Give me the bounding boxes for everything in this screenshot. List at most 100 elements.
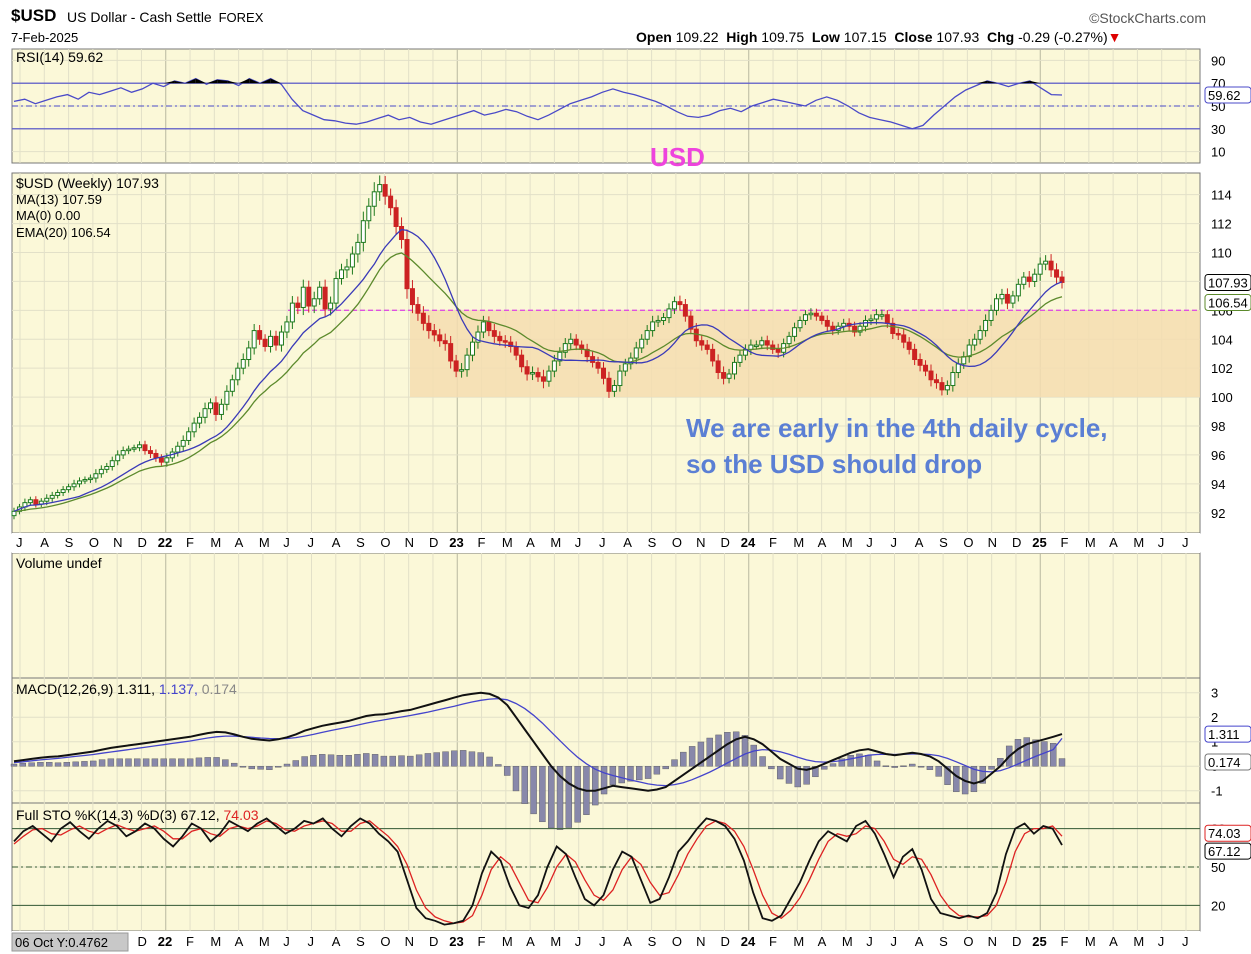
candle-body — [753, 344, 759, 348]
rsi-last-value: 59.62 — [1208, 88, 1241, 103]
candle-body — [590, 356, 596, 363]
macd-hist-bar — [627, 766, 634, 782]
candle-body — [923, 364, 929, 372]
candle-body — [344, 266, 350, 271]
macd-hist-bar — [451, 750, 458, 767]
bottom-axis-label: A — [915, 934, 924, 949]
month-axis-bg — [12, 533, 1200, 553]
macd-hist-bar — [565, 766, 573, 828]
macd-hist-bar — [459, 750, 467, 767]
candle-body — [568, 338, 574, 345]
candle-body — [944, 385, 950, 391]
candle-body — [650, 321, 656, 332]
rsi-last-value-box — [1204, 86, 1251, 104]
candle-body — [546, 370, 552, 382]
candle-body — [82, 479, 88, 482]
macd-hist-bar — [495, 764, 502, 767]
candle-body — [27, 499, 33, 504]
candle-body — [218, 403, 224, 415]
macd-hist-bar — [81, 761, 88, 767]
candle-body — [939, 382, 945, 391]
candle-body — [611, 385, 617, 392]
candle-body — [759, 340, 765, 346]
chart-header: $USD US Dollar - Cash Settle FOREX 7-Feb… — [0, 0, 1251, 48]
candle-body — [966, 344, 972, 358]
candle-body — [551, 360, 557, 372]
macd-hist-bar — [54, 762, 62, 767]
candle-body — [715, 360, 721, 374]
bottom-axis-label: A — [526, 934, 535, 949]
macd-hist-bar — [803, 766, 810, 785]
price-y-tick: 112 — [1211, 217, 1232, 232]
bottom-axis-label: S — [356, 934, 365, 949]
candle-body — [1021, 276, 1027, 285]
candle-body — [104, 465, 110, 470]
macd-hist-bar — [380, 755, 388, 767]
macd-hist-bar — [706, 737, 713, 767]
macd-hist-bar — [248, 766, 255, 770]
candle-body — [562, 343, 568, 353]
macd-hist-bar — [169, 758, 176, 767]
candle-body — [98, 468, 104, 475]
candle-body — [622, 363, 628, 372]
candle-body — [186, 431, 192, 441]
high-value: 109.75 — [761, 29, 805, 45]
price-y-tick: 94 — [1211, 477, 1225, 492]
candle-body — [137, 444, 143, 449]
candle-body — [808, 312, 814, 316]
candle-body — [933, 379, 939, 384]
macd-hist-bar — [856, 753, 863, 767]
month-axis-label: J — [891, 535, 898, 550]
macd-hist-bar — [821, 766, 828, 770]
bottom-axis-label: O — [963, 934, 973, 949]
month-axis-label: J — [575, 535, 582, 550]
month-axis-label: D — [720, 535, 729, 550]
chart-date: 7-Feb-2025 — [11, 30, 79, 45]
price-last-value: 107.93 — [1208, 275, 1248, 290]
candle-body — [792, 327, 798, 337]
macd-hist-bar — [283, 763, 291, 767]
candle-body — [852, 325, 858, 333]
candle-body — [977, 330, 983, 340]
high-label: High — [726, 29, 758, 45]
candle-body — [60, 489, 66, 494]
bottom-axis-label: O — [672, 934, 682, 949]
rsi-y-tick: 30 — [1211, 122, 1225, 137]
candle-body — [710, 348, 716, 362]
exchange-text: FOREX — [218, 10, 264, 25]
macd-hist-bar — [1014, 739, 1022, 767]
candle-body — [873, 314, 879, 320]
candle-body — [917, 359, 923, 366]
rsi-overbought-fill — [217, 79, 228, 84]
sto-k-line — [13, 817, 1063, 926]
bottom-axis-label: M — [1133, 934, 1144, 949]
month-axis-label: J — [283, 535, 290, 550]
macd-hist-bar — [794, 766, 801, 788]
candle-body — [682, 304, 688, 317]
candle-body — [912, 348, 918, 361]
month-axis-label: J — [866, 535, 873, 550]
candle-body — [404, 239, 410, 290]
candle-body — [486, 321, 492, 332]
candle-body — [906, 341, 912, 350]
candle-body — [197, 416, 203, 424]
macd-hist-value: 0.174 — [1208, 755, 1241, 770]
month-axis-label: J — [16, 535, 23, 550]
candle-body — [1015, 283, 1021, 297]
rsi-overbought-fill — [185, 78, 196, 84]
candle-body — [688, 315, 694, 330]
symbol-title: $USD — [11, 6, 57, 25]
macd-hist-bar — [363, 753, 370, 767]
month-axis-label: S — [648, 535, 657, 550]
macd-hist-bar — [503, 766, 511, 776]
candle-body — [55, 492, 61, 496]
candle-body — [262, 338, 268, 347]
month-axis-label: N — [405, 535, 414, 550]
month-axis-label: A — [332, 535, 341, 550]
candle-body — [480, 321, 486, 333]
candle-body — [983, 319, 989, 332]
bottom-axis-label: M — [259, 934, 270, 949]
candle-body — [1059, 276, 1065, 283]
candle-body — [699, 340, 705, 346]
candle-body — [11, 510, 17, 517]
